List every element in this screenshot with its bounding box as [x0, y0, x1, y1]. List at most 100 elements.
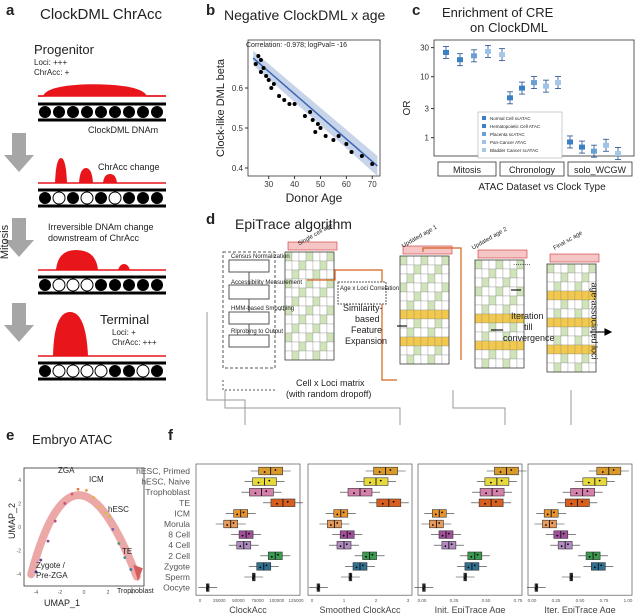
age-corr-box — [337, 281, 387, 305]
group-strip — [567, 161, 633, 177]
prezga-label: Pre-ZGA — [36, 571, 68, 580]
data-point — [331, 138, 336, 142]
matrix-cell — [441, 300, 450, 311]
matrix-cell — [481, 358, 490, 369]
matrix-cell — [574, 317, 583, 328]
jitter-point — [349, 532, 351, 535]
epitrace-diagram — [206, 241, 613, 425]
matrix-cell — [481, 268, 490, 279]
matrix-cell — [399, 300, 408, 311]
matrix-cell — [441, 327, 450, 338]
matrix-cell — [399, 282, 408, 293]
cell-point — [129, 568, 133, 571]
matrix-cell — [305, 269, 314, 280]
feature-exp-3: Feature — [351, 325, 383, 335]
jitter-point — [389, 469, 392, 471]
matrix-cell — [574, 353, 583, 364]
jitter-point — [232, 522, 235, 524]
jitter-point — [581, 500, 584, 503]
legend-swatch — [482, 124, 486, 128]
or-point — [519, 85, 525, 91]
data-point — [258, 70, 263, 74]
step-4: Rlprobing to Output — [231, 329, 284, 335]
matrix-cell — [427, 282, 436, 293]
x-tick-label: -4 — [34, 590, 39, 596]
matrix-cell — [319, 350, 328, 361]
jitter-point — [276, 502, 278, 505]
matrix-cell — [305, 287, 314, 298]
matrix-cell — [326, 260, 335, 271]
matrices — [284, 241, 600, 373]
jitter-point — [345, 543, 348, 546]
matrix-cell — [312, 341, 321, 352]
data-point — [370, 162, 375, 166]
matrix-cell — [413, 255, 422, 266]
panel-x-label: ClockAcc — [229, 605, 267, 613]
x-tick-label: 50 — [316, 180, 325, 189]
matrix-cell — [305, 323, 314, 334]
jitter-point — [379, 479, 382, 482]
dnam-label: ClockDML DNAm — [88, 125, 159, 135]
jitter-point — [371, 553, 374, 556]
x-tick-label: 0.75 — [514, 598, 523, 603]
matrix-cell — [413, 336, 422, 347]
matrix-cell — [420, 345, 429, 356]
matrix-cell — [560, 290, 569, 301]
matrix-cell — [399, 327, 408, 338]
jitter-point — [254, 492, 257, 495]
jitter-point — [570, 575, 573, 577]
matrix-cell — [441, 318, 450, 329]
matrix-cell — [481, 340, 490, 351]
panel-a-title: ClockDML ChrAcc — [40, 6, 162, 23]
jitter-point — [447, 532, 450, 535]
matrix-cell — [305, 314, 314, 325]
matrix-cell — [413, 300, 422, 311]
jitter-point — [598, 479, 601, 482]
jitter-point — [378, 471, 381, 473]
matrix-cell — [516, 268, 525, 279]
legend-text: Pan-Cancer ATAC — [490, 140, 527, 145]
matrix-cell — [553, 299, 562, 310]
matrix-cell — [553, 308, 562, 319]
matrix-cell — [319, 332, 328, 343]
matrix-cell — [319, 305, 328, 316]
matrix-cell — [420, 273, 429, 284]
matrix-cell — [413, 282, 422, 293]
matrix-cell — [553, 317, 562, 328]
age-row — [402, 245, 453, 255]
jitter-point — [274, 469, 277, 471]
panel-e-title: Embryo ATAC — [32, 432, 113, 447]
matrix-cell — [305, 260, 314, 271]
jitter-point — [339, 545, 342, 548]
matrix-cell — [495, 268, 504, 279]
fit-line — [252, 57, 378, 167]
data-point — [287, 102, 292, 106]
data-point — [315, 122, 320, 126]
matrix-cell — [495, 304, 504, 315]
jitter-point — [536, 585, 538, 588]
jitter-point — [253, 575, 256, 577]
jitter-point — [381, 502, 384, 505]
age-corr-label: Age x Loci Correlation — [340, 286, 400, 292]
panel-e-label: e — [6, 427, 15, 444]
matrix-cell — [326, 323, 335, 334]
matrix-cell — [312, 287, 321, 298]
or-point — [507, 95, 513, 101]
matrix-cell — [420, 336, 429, 347]
age-row — [287, 241, 338, 251]
age-row — [549, 253, 600, 263]
matrix-cell — [427, 336, 436, 347]
matrix-cell — [560, 272, 569, 283]
matrix-cell — [441, 264, 450, 275]
x-tick-label: 0.75 — [600, 598, 609, 603]
or-point — [615, 150, 621, 156]
matrix-cell — [427, 318, 436, 329]
step-1: Census Normalization — [231, 254, 290, 260]
matrix-cell — [588, 263, 597, 274]
jitter-point — [470, 555, 473, 558]
matrix-cell — [474, 259, 483, 270]
category-label: 8 Cell — [168, 530, 190, 540]
matrix-cell — [509, 277, 518, 288]
matrix-cell — [413, 291, 422, 302]
matrix-cell — [516, 322, 525, 333]
